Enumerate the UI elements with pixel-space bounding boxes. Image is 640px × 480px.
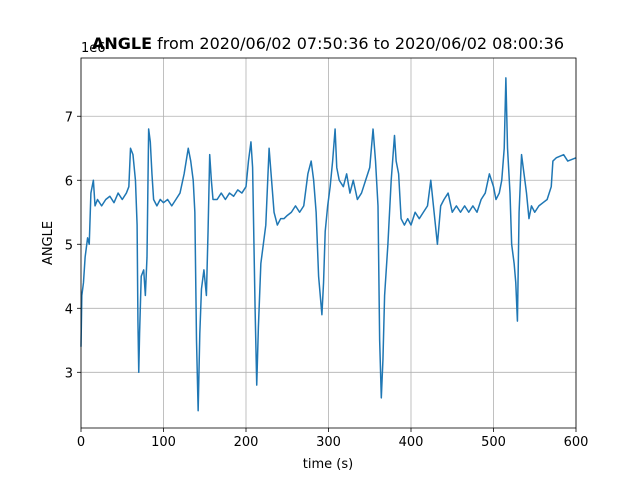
y-tick-label: 5 xyxy=(65,238,73,253)
x-axis-label: time (s) xyxy=(303,457,353,472)
plot-frame xyxy=(80,57,577,429)
y-tick-label: 6 xyxy=(65,174,73,189)
x-tick-label: 600 xyxy=(564,435,589,450)
data-line xyxy=(80,77,577,412)
y-offset-label: 1e6 xyxy=(81,41,106,56)
y-tick-label: 7 xyxy=(65,110,73,125)
chart-title: ANGLE from 2020/06/02 07:50:36 to 2020/0… xyxy=(92,34,564,53)
y-axis-label: ANGLE xyxy=(41,221,56,265)
title-bold: ANGLE xyxy=(92,34,152,53)
x-tick-label: 500 xyxy=(481,435,506,450)
x-tick-label: 0 xyxy=(77,435,85,450)
x-tick-label: 300 xyxy=(316,435,341,450)
y-tick-label: 3 xyxy=(65,366,73,381)
x-tick-label: 100 xyxy=(151,435,176,450)
title-rest: from 2020/06/02 07:50:36 to 2020/06/02 0… xyxy=(157,34,564,53)
y-tick-label: 4 xyxy=(65,302,73,317)
x-tick-label: 200 xyxy=(234,435,259,450)
x-tick-label: 400 xyxy=(399,435,424,450)
